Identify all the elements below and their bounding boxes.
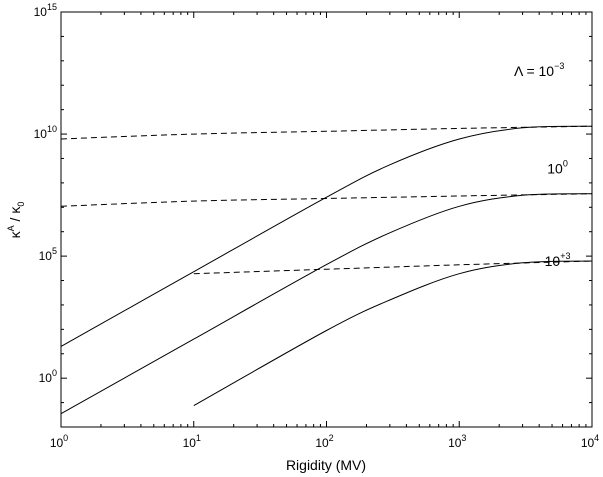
y-axis-label-sub: 0	[16, 202, 26, 207]
x-axis-label: Rigidity (MV)	[286, 457, 366, 473]
y-axis-label: κA / κ0	[6, 202, 26, 239]
x-tick-label: 104	[581, 433, 599, 450]
series-dashed-lambda-0	[60, 193, 593, 207]
y-axis-label-mid: / κ	[7, 206, 23, 226]
series-dashed-lambda-pos3	[193, 260, 593, 275]
annotations: Λ = 10−3 100 10+3	[514, 61, 570, 269]
y-axis-label-main: κ	[7, 230, 23, 238]
y-tick-label: 1015	[34, 2, 57, 19]
axis-ticks	[60, 11, 593, 428]
annotation-lambda-0: 100	[547, 159, 568, 177]
annotation-lambda-neg3: Λ = 10−3	[514, 61, 564, 79]
x-tick-label: 103	[448, 433, 466, 450]
y-axis-label-sup: A	[6, 225, 16, 231]
y-tick-label: 1010	[34, 124, 57, 141]
x-tick-label: 100	[50, 433, 68, 450]
x-tick-label: 102	[315, 433, 333, 450]
x-tick-label: 101	[183, 433, 201, 450]
tick-labels: 100 101 102 103 104 100 105 1010 1015	[34, 2, 600, 450]
y-tick-label: 100	[39, 368, 57, 385]
series-dashed-lambda-neg3	[60, 125, 593, 140]
series-solid-lambda-pos3	[193, 260, 593, 407]
y-tick-label: 105	[39, 246, 57, 263]
series-solid-lambda-neg3	[60, 125, 593, 347]
series-group	[60, 125, 593, 415]
annotation-lambda-pos3: 10+3	[545, 251, 571, 269]
plot-frame	[60, 11, 593, 428]
series-solid-lambda-0	[60, 193, 593, 415]
